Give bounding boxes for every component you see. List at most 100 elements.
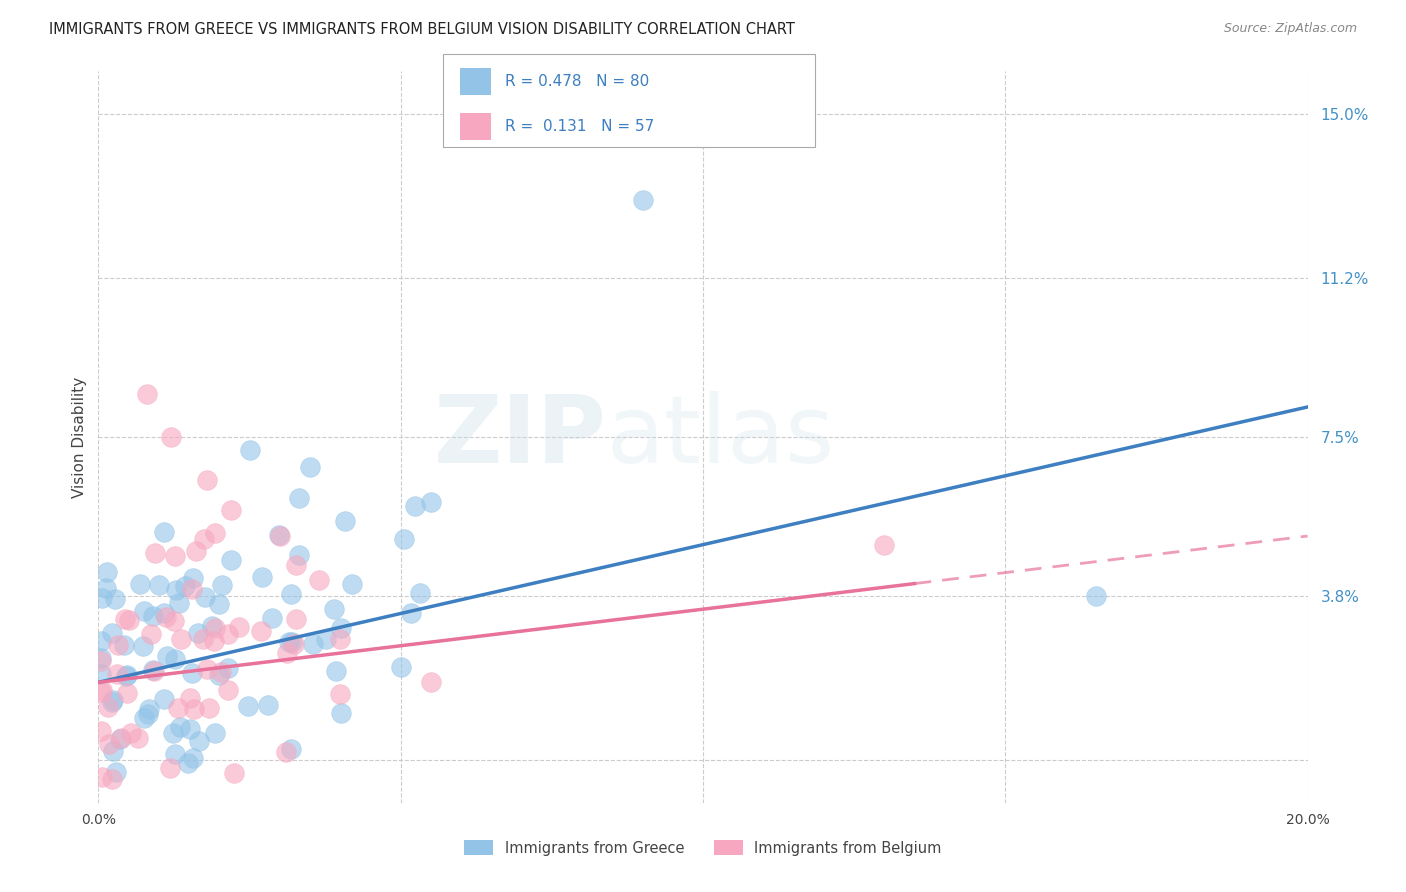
Point [333, 514, 356, 528]
Point [208, 667, 231, 681]
Point [91, 591, 114, 605]
Point [269, 529, 291, 543]
Point [280, 587, 302, 601]
Point [114, 611, 136, 625]
Point [250, 570, 273, 584]
Point [302, 636, 325, 650]
Point [136, 706, 159, 721]
Point [201, 619, 224, 633]
Point [98, 737, 121, 751]
Point [90, 685, 112, 699]
Point [260, 610, 283, 624]
Point [342, 576, 364, 591]
Point [108, 732, 131, 747]
Point [104, 591, 127, 606]
Point [183, 702, 205, 716]
Point [139, 626, 162, 640]
Y-axis label: Vision Disability: Vision Disability [72, 376, 87, 498]
Point [181, 751, 204, 765]
Point [208, 597, 231, 611]
Point [169, 720, 191, 734]
Point [118, 613, 141, 627]
Point [90, 654, 112, 668]
Point [127, 731, 149, 745]
Point [142, 608, 165, 623]
Point [204, 725, 226, 739]
Point [404, 499, 426, 513]
Point [107, 638, 129, 652]
Point [177, 756, 200, 770]
Point [287, 491, 309, 505]
Point [329, 706, 352, 721]
Point [204, 633, 226, 648]
Point [165, 652, 187, 666]
Point [187, 626, 209, 640]
Point [165, 747, 187, 762]
Point [221, 503, 243, 517]
Point [1085, 589, 1108, 603]
Point [162, 725, 184, 739]
Point [278, 635, 301, 649]
Point [153, 691, 176, 706]
Point [160, 430, 183, 444]
Point [96, 565, 118, 579]
Text: ZIP: ZIP [433, 391, 606, 483]
Point [329, 687, 352, 701]
Point [110, 731, 132, 746]
Point [134, 604, 156, 618]
Point [191, 632, 214, 646]
Point [101, 695, 124, 709]
Point [222, 766, 245, 780]
Point [399, 606, 422, 620]
Point [257, 698, 280, 713]
Point [129, 577, 152, 591]
Point [219, 553, 242, 567]
Point [170, 632, 193, 647]
Point [138, 702, 160, 716]
Point [101, 693, 124, 707]
Point [284, 558, 307, 572]
Point [132, 640, 155, 654]
Point [180, 665, 202, 680]
Point [90, 770, 112, 784]
Text: R =  0.131   N = 57: R = 0.131 N = 57 [505, 119, 654, 134]
Point [153, 606, 176, 620]
Point [91, 683, 114, 698]
Point [209, 665, 232, 680]
Point [179, 690, 201, 705]
Text: R = 0.478   N = 80: R = 0.478 N = 80 [505, 74, 650, 89]
Point [325, 664, 347, 678]
Point [167, 701, 190, 715]
Point [105, 666, 128, 681]
Point [94, 581, 117, 595]
Point [174, 579, 197, 593]
Point [392, 533, 415, 547]
Point [420, 675, 443, 690]
Point [194, 590, 217, 604]
Point [329, 621, 352, 635]
Point [143, 665, 166, 679]
Point [274, 745, 297, 759]
Point [276, 646, 298, 660]
Point [134, 711, 156, 725]
Point [105, 765, 128, 780]
Point [183, 571, 205, 585]
Point [204, 620, 226, 634]
Point [389, 659, 412, 673]
Point [409, 586, 432, 600]
Point [180, 582, 202, 596]
Point [631, 194, 654, 208]
Point [211, 578, 233, 592]
Point [329, 632, 352, 647]
Point [148, 578, 170, 592]
Point [323, 602, 346, 616]
Point [155, 610, 177, 624]
Point [187, 734, 209, 748]
Point [167, 596, 190, 610]
Text: IMMIGRANTS FROM GREECE VS IMMIGRANTS FROM BELGIUM VISION DISABILITY CORRELATION : IMMIGRANTS FROM GREECE VS IMMIGRANTS FRO… [49, 22, 794, 37]
Point [165, 549, 187, 564]
Point [217, 627, 239, 641]
Point [197, 701, 219, 715]
Point [101, 743, 124, 757]
Point [420, 494, 443, 508]
